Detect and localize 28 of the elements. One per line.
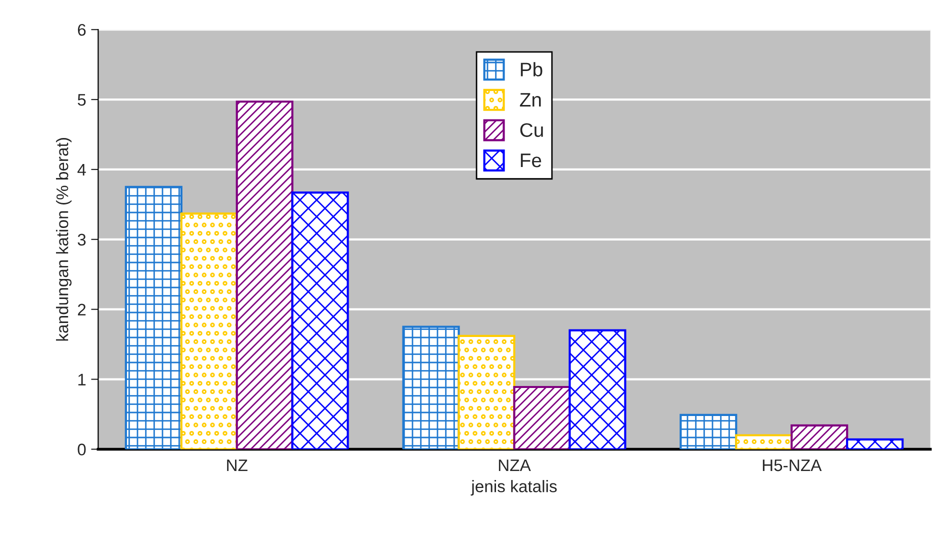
bar [735, 434, 793, 450]
x-tick-label: NZ [227, 460, 248, 472]
x-tick-label: H5-NZA [762, 460, 822, 472]
bar [680, 414, 738, 450]
bar [846, 438, 904, 450]
y-tick-label: 2 [78, 304, 86, 316]
y-tick-label: 6 [78, 24, 86, 36]
y-axis-title: kandungan kation (% berat) [56, 138, 72, 341]
x-tick-label: NZA [498, 460, 531, 472]
x-axis-title: jenis katalis [470, 480, 557, 496]
bar [124, 186, 182, 450]
bar [568, 329, 626, 450]
bar [402, 326, 460, 450]
bar [458, 334, 516, 450]
legend-label: Cu [520, 123, 543, 137]
bar [291, 192, 349, 450]
bar [180, 212, 238, 450]
y-tick-label: 1 [78, 374, 86, 386]
y-tick-label: 4 [77, 164, 86, 176]
bar [790, 424, 848, 450]
legend-label: Zn [520, 93, 541, 106]
y-tick-label: 0 [78, 444, 86, 456]
bar [513, 386, 571, 450]
y-tick-label: 3 [78, 234, 86, 246]
legend-label: Fe [520, 154, 542, 168]
bar [236, 100, 294, 450]
y-tick-label: 5 [78, 94, 86, 106]
legend-label: Pb [520, 62, 542, 76]
